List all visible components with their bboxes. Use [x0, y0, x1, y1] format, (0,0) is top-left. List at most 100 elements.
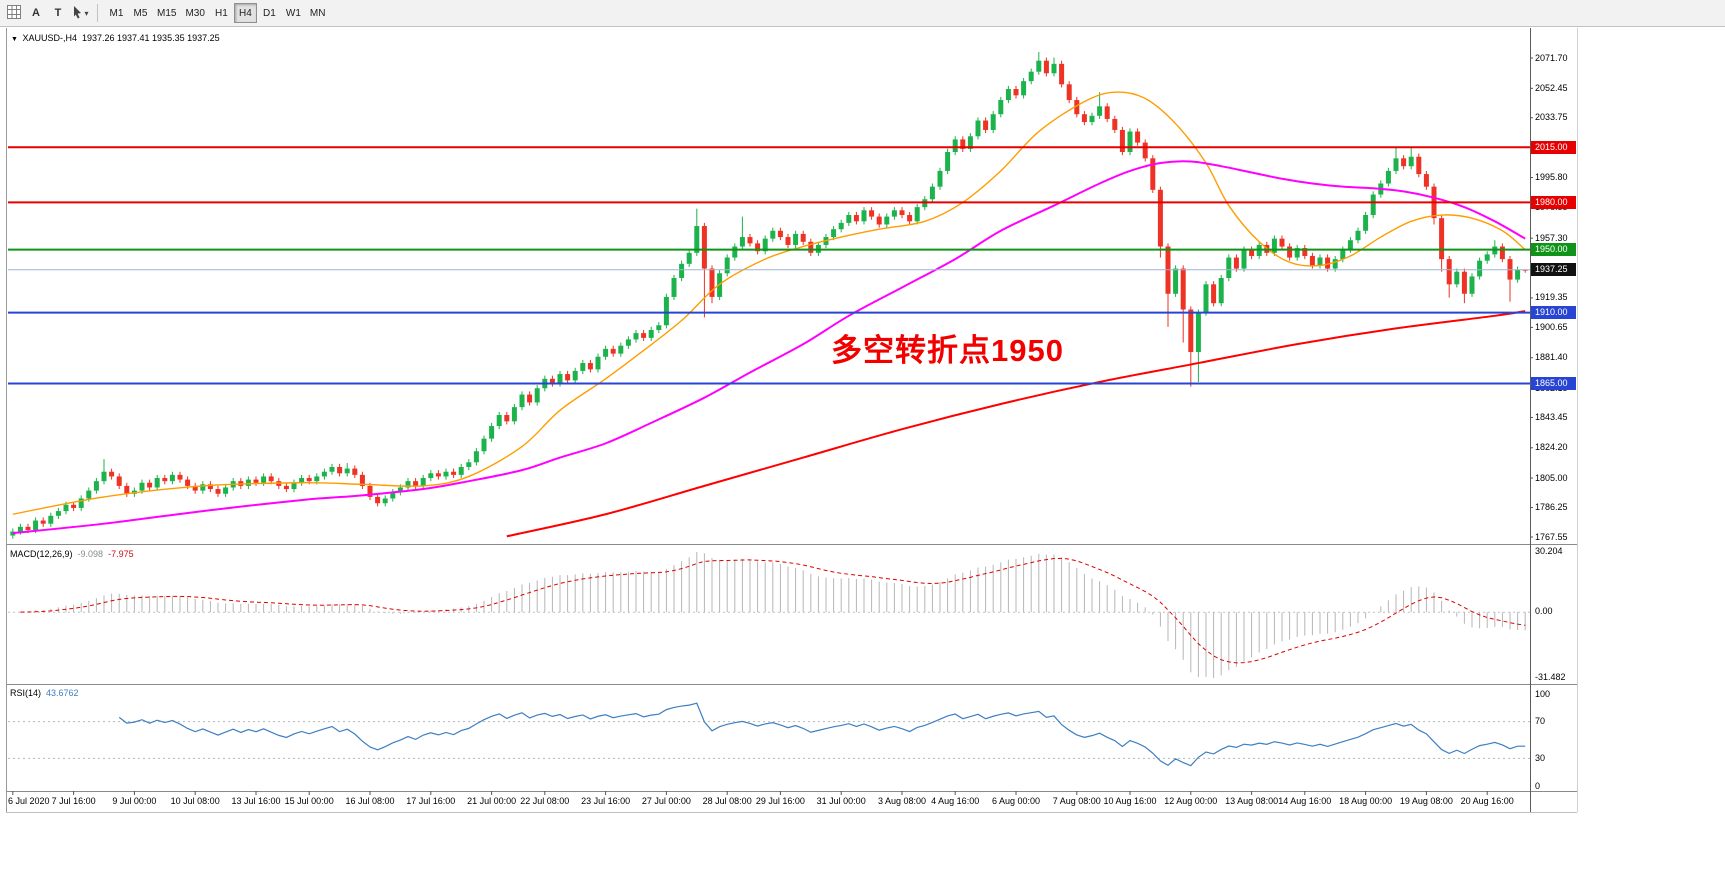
candle-body [405, 481, 411, 488]
candle-body [990, 114, 996, 130]
chart-left-border [6, 28, 7, 812]
ma-fast-line [12, 91, 1526, 515]
macd-scale-label: -31.482 [1535, 672, 1566, 682]
panel-separator-macd-rsi[interactable] [6, 684, 1577, 685]
time-axis-label: 27 Jul 00:00 [641, 796, 691, 806]
candle-body [1142, 142, 1148, 159]
price-axis-label: 1881.40 [1535, 352, 1568, 363]
candle-body [831, 229, 837, 238]
price-axis-label: 1995.80 [1535, 172, 1568, 183]
moving-averages [12, 91, 1526, 538]
candle-body [648, 329, 654, 338]
grid-icon-button[interactable] [4, 3, 24, 23]
price-axis-label: 1767.55 [1535, 531, 1568, 542]
timeframe-button-H4[interactable]: H4 [233, 3, 257, 23]
candle-body [671, 278, 677, 297]
level-price-box-2015.00: 2015.00 [1531, 140, 1576, 154]
candle-body [481, 438, 487, 452]
time-axis-label: 23 Jul 16:00 [581, 796, 631, 806]
candle-body [846, 215, 852, 223]
macd-signal-value: -7.975 [108, 549, 134, 559]
candle-body [101, 471, 107, 482]
rsi-scale-label: 0 [1535, 780, 1541, 791]
candle-body [71, 504, 77, 508]
price-axis-label: 1843.45 [1535, 411, 1568, 422]
symbol-collapse-icon[interactable]: ▼ [11, 36, 18, 43]
timeframe-button-M30[interactable]: M30 [185, 7, 205, 19]
candle-body [306, 478, 312, 482]
macd-scale-label: 30.204 [1535, 546, 1563, 556]
candle-body [1461, 271, 1467, 294]
candle-body [139, 482, 145, 491]
timeframe-button-M5[interactable]: M5 [133, 7, 148, 19]
candle-body [1287, 246, 1293, 258]
candle-body [793, 233, 799, 245]
candle-body [1127, 131, 1133, 153]
candle-body [443, 471, 449, 477]
candle-body [1347, 240, 1353, 250]
candle-body [1013, 89, 1019, 96]
candle-body [1401, 158, 1407, 167]
time-axis-label: 4 Aug 16:00 [931, 796, 980, 806]
ma-slow-line [506, 310, 1526, 538]
current-price-box: 1937.25 [1531, 263, 1576, 277]
candle-body [86, 490, 92, 499]
candle-body [55, 511, 61, 516]
candle-body [1112, 118, 1118, 130]
panel-separator-main-macd[interactable] [6, 544, 1577, 545]
candle-body [116, 476, 122, 486]
cursor-tool-button[interactable]: ▾ [70, 3, 90, 23]
timeframe-button-MN[interactable]: MN [309, 7, 326, 19]
candle-body [489, 426, 495, 439]
candle-body [1081, 114, 1087, 123]
candle-body [1271, 238, 1277, 253]
candle-body [1226, 257, 1232, 279]
time-axis-label: 17 Jul 16:00 [406, 796, 456, 806]
time-axis-label: 20 Aug 16:00 [1460, 796, 1514, 806]
candle-body [352, 468, 358, 475]
candle-body [33, 520, 39, 530]
panel-separator-rsi-time [6, 791, 1577, 792]
level-price-box-1950.00: 1950.00 [1531, 243, 1576, 257]
macd-panel-title: MACD(12,26,9) -9.098 -7.975 [10, 549, 134, 559]
candle-body [777, 230, 783, 238]
candle-body [390, 492, 396, 499]
candle-body [1499, 246, 1505, 260]
time-axis-label: 6 Jul 2020 [8, 796, 50, 806]
chart-annotation[interactable]: 多空转折点1950 [831, 333, 1064, 368]
candle-body [519, 394, 525, 408]
candle-body [732, 246, 738, 258]
candle-body [967, 136, 973, 149]
time-axis-label: 31 Jul 00:00 [816, 796, 866, 806]
text-tool-button[interactable]: T [48, 3, 68, 23]
candle-body [800, 233, 806, 242]
candle-body [853, 215, 859, 222]
candle-body [595, 356, 601, 370]
timeframe-button-H1[interactable]: H1 [215, 7, 228, 19]
candle-body [701, 226, 707, 269]
candle-body [207, 484, 213, 490]
timeframe-button-D1[interactable]: D1 [263, 7, 276, 19]
candle-body [549, 378, 555, 384]
candle-body [1515, 269, 1521, 280]
timeframe-button-M1[interactable]: M1 [109, 7, 124, 19]
time-axis-label: 15 Jul 00:00 [284, 796, 334, 806]
candle-body [1416, 156, 1422, 175]
time-axis-label: 29 Jul 16:00 [755, 796, 805, 806]
candle-body [1233, 257, 1239, 269]
candle-body [177, 474, 183, 480]
candle-body [1249, 249, 1255, 256]
candle-body [1119, 129, 1125, 153]
candle-body [1021, 81, 1027, 96]
candle-body [1104, 106, 1110, 119]
candle-body [10, 531, 16, 536]
candle-body [397, 487, 403, 493]
candle-body [1332, 259, 1338, 269]
timeframe-button-M15[interactable]: M15 [157, 7, 177, 19]
level-lines [8, 146, 1530, 385]
macd-scale-label: 0.00 [1535, 606, 1553, 617]
font-tool-button[interactable]: A [26, 3, 46, 23]
timeframe-button-W1[interactable]: W1 [285, 7, 301, 19]
